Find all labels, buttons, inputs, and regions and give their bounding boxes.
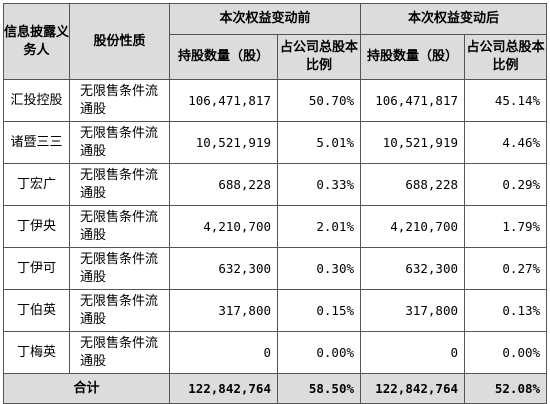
shares-after-cell: 688,228: [360, 163, 466, 206]
total-label: 合计: [3, 373, 170, 404]
shares-after-cell: 0: [360, 331, 466, 374]
header-holder: 信息披露义务人: [3, 3, 70, 80]
shares-before-cell: 10,521,919: [169, 121, 278, 164]
header-ratio-before: 占公司总股本比例: [276, 34, 362, 80]
nature-cell: 无限售条件流通股: [69, 205, 170, 248]
holder-cell: 丁宏广: [3, 163, 70, 206]
ratio-after-cell: 0.13%: [464, 289, 548, 332]
ratio-after-cell: 0.27%: [464, 247, 548, 290]
ratio-after-cell: 0.29%: [464, 163, 548, 206]
holder-cell: 诸暨三三: [3, 121, 70, 164]
table-row: 丁伊可 无限售条件流通股 632,300 0.30% 632,300 0.27%: [3, 247, 548, 290]
table-row: 丁伯英 无限售条件流通股 317,800 0.15% 317,800 0.13%: [3, 289, 548, 332]
ratio-before-cell: 0.33%: [276, 163, 362, 206]
shares-before-cell: 317,800: [169, 289, 278, 332]
ratio-before-cell: 0.15%: [276, 289, 362, 332]
holder-cell: 丁伊可: [3, 247, 70, 290]
table-row: 汇投控股 无限售条件流通股 106,471,817 50.70% 106,471…: [3, 79, 548, 122]
shares-after-cell: 4,210,700: [360, 205, 466, 248]
ratio-before-cell: 2.01%: [276, 205, 362, 248]
table-row: 诸暨三三 无限售条件流通股 10,521,919 5.01% 10,521,91…: [3, 121, 548, 164]
header-ratio-after: 占公司总股本比例: [464, 34, 548, 80]
holder-cell: 丁梅英: [3, 331, 70, 374]
holder-cell: 汇投控股: [3, 79, 70, 122]
table-row: 丁伊央 无限售条件流通股 4,210,700 2.01% 4,210,700 1…: [3, 205, 548, 248]
shares-before-cell: 632,300: [169, 247, 278, 290]
header-before: 本次权益变动前: [168, 3, 362, 35]
table-row: 丁宏广 无限售条件流通股 688,228 0.33% 688,228 0.29%: [3, 163, 548, 206]
shares-before-cell: 0: [169, 331, 278, 374]
nature-cell: 无限售条件流通股: [69, 163, 170, 206]
equity-change-table: 信息披露义务人 股份性质 本次权益变动前 本次权益变动后 持股数量（股） 占公司…: [3, 3, 548, 404]
total-shares-after: 122,842,764: [360, 373, 466, 404]
nature-cell: 无限售条件流通股: [69, 121, 170, 164]
holder-cell: 丁伊央: [3, 205, 70, 248]
ratio-before-cell: 0.00%: [276, 331, 362, 374]
header-after: 本次权益变动后: [360, 3, 548, 35]
shares-before-cell: 4,210,700: [169, 205, 278, 248]
ratio-before-cell: 50.70%: [276, 79, 362, 122]
nature-cell: 无限售条件流通股: [69, 247, 170, 290]
shares-after-cell: 632,300: [360, 247, 466, 290]
ratio-after-cell: 4.46%: [464, 121, 548, 164]
total-row: 合计 122,842,764 58.50% 122,842,764 52.08%: [3, 373, 548, 404]
ratio-before-cell: 5.01%: [276, 121, 362, 164]
total-ratio-before: 58.50%: [276, 373, 362, 404]
ratio-before-cell: 0.30%: [276, 247, 362, 290]
total-shares-before: 122,842,764: [169, 373, 278, 404]
total-ratio-after: 52.08%: [464, 373, 548, 404]
ratio-after-cell: 45.14%: [464, 79, 548, 122]
shares-after-cell: 10,521,919: [360, 121, 466, 164]
shares-after-cell: 317,800: [360, 289, 466, 332]
nature-cell: 无限售条件流通股: [69, 79, 170, 122]
header-shares-after: 持股数量（股）: [360, 34, 466, 80]
holder-cell: 丁伯英: [3, 289, 70, 332]
table-row: 丁梅英 无限售条件流通股 0 0.00% 0 0.00%: [3, 331, 548, 374]
nature-cell: 无限售条件流通股: [69, 289, 170, 332]
shares-after-cell: 106,471,817: [360, 79, 466, 122]
header-nature: 股份性质: [69, 3, 170, 80]
ratio-after-cell: 1.79%: [464, 205, 548, 248]
ratio-after-cell: 0.00%: [464, 331, 548, 374]
nature-cell: 无限售条件流通股: [69, 331, 170, 374]
shares-before-cell: 106,471,817: [169, 79, 278, 122]
header-shares-before: 持股数量（股）: [169, 34, 278, 80]
shares-before-cell: 688,228: [169, 163, 278, 206]
